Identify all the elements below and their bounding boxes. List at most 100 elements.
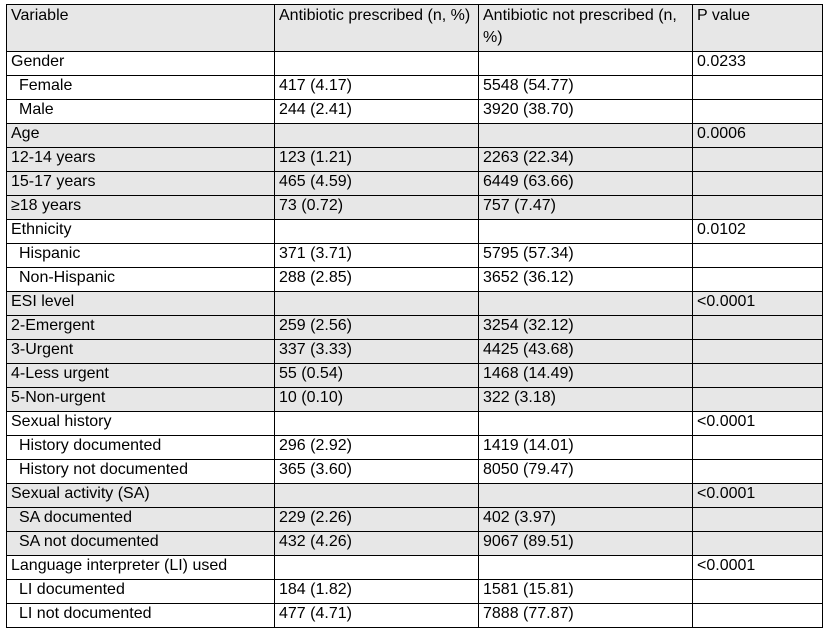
p-value-cell (692, 195, 823, 220)
not-prescribed-cell (478, 123, 693, 148)
p-value-cell (692, 387, 823, 412)
table-row: SA not documented 432 (4.26) 9067 (89.51) (6, 531, 823, 556)
variable-cell: 12-14 years (6, 147, 275, 172)
p-value-cell (692, 531, 823, 556)
not-prescribed-cell (478, 51, 693, 76)
table-row: SA documented 229 (2.26) 402 (3.97) (6, 507, 823, 532)
not-prescribed-cell: 322 (3.18) (478, 387, 693, 412)
not-prescribed-cell (478, 411, 693, 436)
variable-cell: LI documented (6, 579, 275, 604)
not-prescribed-cell: 7888 (77.87) (478, 603, 693, 628)
not-prescribed-cell (478, 219, 693, 244)
table-row: History documented 296 (2.92) 1419 (14.01) (6, 435, 823, 460)
table-row: 4-Less urgent 55 (0.54) 1468 (14.49) (6, 363, 823, 388)
table-row: 2-Emergent 259 (2.56) 3254 (32.12) (6, 315, 823, 340)
p-value-cell (692, 75, 823, 100)
p-value-cell (692, 339, 823, 364)
p-value-cell (692, 507, 823, 532)
variable-cell: ESI level (6, 291, 275, 316)
table-row: 12-14 years 123 (1.21) 2263 (22.34) (6, 147, 823, 172)
prescribed-cell: 296 (2.92) (274, 435, 479, 460)
prescribed-cell: 259 (2.56) (274, 315, 479, 340)
table-row: History not documented 365 (3.60) 8050 (79… (6, 459, 823, 484)
p-value-cell: 0.0006 (692, 123, 823, 148)
p-value-cell: <0.0001 (692, 411, 823, 436)
not-prescribed-cell (478, 555, 693, 580)
prescribed-cell: 477 (4.71) (274, 603, 479, 628)
prescribed-cell: 371 (3.71) (274, 243, 479, 268)
prescribed-cell: 244 (2.41) (274, 99, 479, 124)
variable-cell: History documented (6, 435, 275, 460)
p-value-cell (692, 459, 823, 484)
antibiotic-prescription-table: Variable Antibiotic prescribed (n, %) An… (6, 4, 823, 628)
prescribed-cell: 184 (1.82) (274, 579, 479, 604)
p-value-cell (692, 435, 823, 460)
table-row: Non-Hispanic 288 (2.85) 3652 (36.12) (6, 267, 823, 292)
header-variable: Variable (6, 4, 275, 52)
prescribed-cell: 337 (3.33) (274, 339, 479, 364)
header-antibiotic-prescribed: Antibiotic prescribed (n, %) (274, 4, 479, 52)
prescribed-cell: 73 (0.72) (274, 195, 479, 220)
variable-cell: History not documented (6, 459, 275, 484)
variable-cell: 3-Urgent (6, 339, 275, 364)
not-prescribed-cell (478, 483, 693, 508)
variable-cell: Female (6, 75, 275, 100)
table-row: ≥18 years 73 (0.72) 757 (7.47) (6, 195, 823, 220)
p-value-cell: <0.0001 (692, 555, 823, 580)
variable-cell: Hispanic (6, 243, 275, 268)
not-prescribed-cell: 9067 (89.51) (478, 531, 693, 556)
not-prescribed-cell (478, 291, 693, 316)
table-row: Female 417 (4.17) 5548 (54.77) (6, 75, 823, 100)
variable-cell: 5-Non-urgent (6, 387, 275, 412)
prescribed-cell: 123 (1.21) (274, 147, 479, 172)
prescribed-cell: 417 (4.17) (274, 75, 479, 100)
not-prescribed-cell: 5548 (54.77) (478, 75, 693, 100)
prescribed-cell: 365 (3.60) (274, 459, 479, 484)
variable-cell: 15-17 years (6, 171, 275, 196)
not-prescribed-cell: 757 (7.47) (478, 195, 693, 220)
prescribed-cell (274, 555, 479, 580)
table-row: Language interpreter (LI) used <0.0001 (6, 555, 823, 580)
p-value-cell: <0.0001 (692, 483, 823, 508)
p-value-cell (692, 243, 823, 268)
table-row: Age 0.0006 (6, 123, 823, 148)
prescribed-cell (274, 123, 479, 148)
p-value-cell (692, 363, 823, 388)
variable-cell: Age (6, 123, 275, 148)
variable-cell: 2-Emergent (6, 315, 275, 340)
not-prescribed-cell: 1419 (14.01) (478, 435, 693, 460)
variable-cell: Ethnicity (6, 219, 275, 244)
not-prescribed-cell: 3920 (38.70) (478, 99, 693, 124)
prescribed-cell: 432 (4.26) (274, 531, 479, 556)
p-value-cell (692, 99, 823, 124)
not-prescribed-cell: 8050 (79.47) (478, 459, 693, 484)
table-row: LI documented 184 (1.82) 1581 (15.81) (6, 579, 823, 604)
table-row: Gender 0.0233 (6, 51, 823, 76)
not-prescribed-cell: 402 (3.97) (478, 507, 693, 532)
prescribed-cell (274, 411, 479, 436)
p-value-cell (692, 579, 823, 604)
p-value-cell (692, 147, 823, 172)
prescribed-cell (274, 51, 479, 76)
variable-cell: Gender (6, 51, 275, 76)
p-value-cell: 0.0102 (692, 219, 823, 244)
header-p-value: P value (692, 4, 823, 52)
p-value-cell (692, 315, 823, 340)
table-row: ESI level <0.0001 (6, 291, 823, 316)
p-value-cell (692, 603, 823, 628)
prescribed-cell: 229 (2.26) (274, 507, 479, 532)
table-row: Sexual history <0.0001 (6, 411, 823, 436)
variable-cell: Sexual history (6, 411, 275, 436)
not-prescribed-cell: 3254 (32.12) (478, 315, 693, 340)
prescribed-cell (274, 219, 479, 244)
not-prescribed-cell: 1468 (14.49) (478, 363, 693, 388)
not-prescribed-cell: 4425 (43.68) (478, 339, 693, 364)
prescribed-cell: 10 (0.10) (274, 387, 479, 412)
table-row: 3-Urgent 337 (3.33) 4425 (43.68) (6, 339, 823, 364)
variable-cell: Language interpreter (LI) used (6, 555, 275, 580)
variable-cell: Sexual activity (SA) (6, 483, 275, 508)
table-row: 15-17 years 465 (4.59) 6449 (63.66) (6, 171, 823, 196)
table-row: Ethnicity 0.0102 (6, 219, 823, 244)
prescribed-cell: 288 (2.85) (274, 267, 479, 292)
prescribed-cell (274, 483, 479, 508)
